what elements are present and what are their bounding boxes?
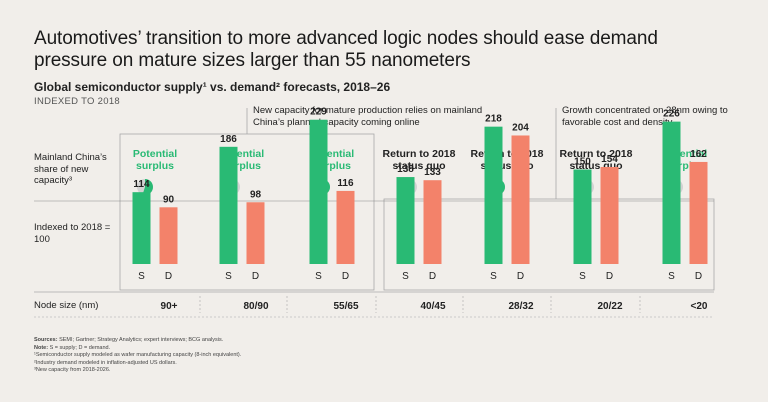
value-supply-3: 138: [397, 164, 414, 175]
value-supply-4: 218: [485, 114, 502, 125]
series-label-d-1: D: [252, 271, 259, 282]
series-label-s-4: S: [490, 271, 497, 282]
value-supply-1: 186: [220, 134, 237, 145]
series-label-s-5: S: [579, 271, 586, 282]
value-demand-2: 116: [337, 178, 354, 189]
bar-demand-0: [159, 207, 178, 264]
series-label-s-2: S: [315, 271, 322, 282]
bar-supply-1: [219, 146, 238, 264]
note-28nm-growth: Growth concentrated on 28nm owing to fav…: [562, 105, 728, 128]
node-size-1: 80/90: [243, 301, 268, 312]
value-demand-4: 204: [512, 122, 529, 133]
bar-supply-4: [484, 126, 503, 264]
note-mature-capacity: New capacity for mature production relie…: [253, 105, 483, 128]
chart-canvas: Potential surplus 114 90 S D 90+Potential surpl…: [34, 107, 715, 318]
column-0: Potential surplus 114 90 S D 90+: [132, 148, 178, 312]
value-supply-6: 226: [663, 109, 680, 120]
frame-advanced-nodes: [383, 198, 715, 291]
indexed-label: INDEXED TO 2018: [34, 96, 120, 107]
series-label-s-0: S: [138, 271, 145, 282]
chart-title: Automotives’ transition to more advanced…: [34, 28, 658, 71]
bar-demand-3: [423, 180, 442, 264]
bar-demand-6: [689, 161, 708, 264]
footnote-2: ²Industry demand modeled in inflation-ad…: [34, 359, 177, 366]
footnotes: Sources: SEMI; Gartner; Strategy Analyti…: [34, 337, 734, 375]
bar-supply-6: [662, 121, 681, 265]
bar-supply-3: [396, 177, 415, 264]
node-size-2: 55/65: [333, 301, 358, 312]
value-demand-6: 162: [690, 149, 707, 160]
row-label-node-size: Node size (nm): [34, 300, 99, 311]
status-label-0: Potential surplus: [133, 148, 177, 172]
value-supply-0: 114: [133, 179, 150, 190]
value-supply-2: 229: [310, 107, 327, 118]
node-size-3: 40/45: [420, 301, 445, 312]
bar-demand-1: [246, 202, 265, 264]
bar-supply-2: [309, 119, 328, 264]
bar-demand-5: [600, 166, 619, 264]
value-demand-0: 90: [163, 194, 175, 205]
series-label-d-2: D: [342, 271, 349, 282]
bar-supply-0: [132, 192, 151, 264]
series-label-d-0: D: [165, 271, 172, 282]
row-label-indexed: Indexed to 2018 = 100: [34, 222, 111, 245]
chart-subtitle: Global semiconductor supply¹ vs. demand²…: [34, 80, 391, 94]
value-demand-1: 98: [250, 189, 262, 200]
value-demand-3: 133: [424, 167, 441, 178]
node-size-4: 28/32: [508, 301, 533, 312]
column-4: Return to 2018 status quo 218 204 S D 28/32: [471, 114, 544, 312]
series-label-s-1: S: [225, 271, 232, 282]
footnote-note: Note: S = supply; D = demand.: [34, 344, 111, 351]
status-label-5: Return to 2018 status quo: [560, 148, 633, 172]
node-size-5: 20/22: [597, 301, 622, 312]
value-supply-5: 150: [574, 157, 591, 168]
bar-supply-5: [573, 169, 592, 264]
series-label-d-5: D: [606, 271, 613, 282]
series-label-d-3: D: [429, 271, 436, 282]
series-label-s-6: S: [668, 271, 675, 282]
footnote-sources: Sources: SEMI; Gartner; Strategy Analyti…: [34, 337, 224, 343]
node-size-0: 90+: [161, 301, 178, 312]
status-label-3: Return to 2018 status quo: [383, 148, 456, 172]
series-label-s-3: S: [402, 271, 409, 282]
footnote-1: ¹Semiconductor supply modeled as wafer m…: [34, 352, 242, 358]
pie-slice-0: [142, 179, 153, 195]
chart-columns: Potential surplus 114 90 S D 90+Potential surpl…: [132, 107, 708, 312]
status-label-4: Return to 2018 status quo: [471, 148, 544, 172]
bar-demand-4: [511, 135, 530, 264]
value-demand-5: 154: [601, 154, 618, 165]
bar-demand-2: [336, 190, 355, 264]
series-label-d-4: D: [517, 271, 524, 282]
row-label-china-share: Mainland China’s share of new capacity³: [34, 152, 107, 186]
node-size-6: <20: [691, 301, 708, 312]
footnote-3: ³New capacity from 2018-2026.: [34, 367, 111, 373]
series-label-d-6: D: [695, 271, 702, 282]
